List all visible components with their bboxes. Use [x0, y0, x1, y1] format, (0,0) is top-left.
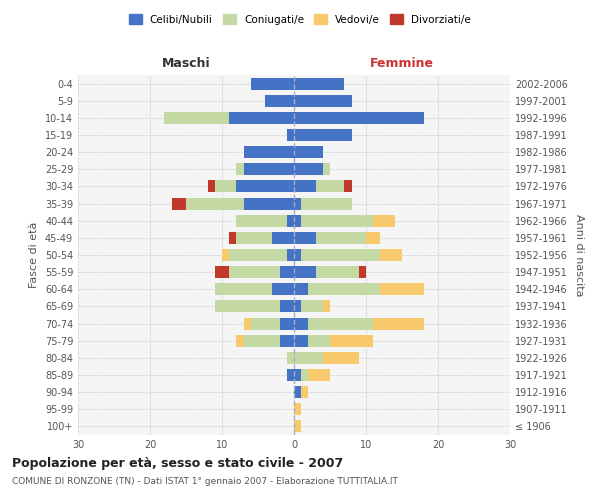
- Text: COMUNE DI RONZONE (TN) - Dati ISTAT 1° gennaio 2007 - Elaborazione TUTTITALIA.IT: COMUNE DI RONZONE (TN) - Dati ISTAT 1° g…: [12, 478, 398, 486]
- Bar: [229, 266, 280, 278]
- Bar: [323, 352, 359, 364]
- Bar: [373, 214, 395, 226]
- Bar: [301, 214, 373, 226]
- Bar: [308, 334, 330, 346]
- Bar: [294, 112, 424, 124]
- Bar: [316, 232, 366, 244]
- Bar: [294, 300, 301, 312]
- Bar: [215, 180, 236, 192]
- Bar: [301, 249, 380, 261]
- Text: Popolazione per età, sesso e stato civile - 2007: Popolazione per età, sesso e stato civil…: [12, 458, 343, 470]
- Bar: [323, 300, 330, 312]
- Bar: [330, 334, 373, 346]
- Bar: [236, 164, 244, 175]
- Bar: [294, 94, 352, 106]
- Bar: [280, 300, 294, 312]
- Bar: [236, 180, 294, 192]
- Y-axis label: Fasce di età: Fasce di età: [29, 222, 39, 288]
- Bar: [280, 266, 294, 278]
- Bar: [244, 146, 294, 158]
- Bar: [236, 334, 244, 346]
- Text: Maschi: Maschi: [161, 57, 211, 70]
- Bar: [308, 284, 380, 296]
- Bar: [272, 284, 294, 296]
- Bar: [272, 232, 294, 244]
- Bar: [229, 232, 236, 244]
- Bar: [215, 266, 229, 278]
- Bar: [380, 249, 402, 261]
- Bar: [294, 164, 323, 175]
- Bar: [287, 129, 294, 141]
- Bar: [215, 300, 280, 312]
- Bar: [215, 284, 272, 296]
- Bar: [366, 232, 380, 244]
- Bar: [280, 318, 294, 330]
- Bar: [301, 198, 352, 209]
- Bar: [236, 214, 287, 226]
- Text: Femmine: Femmine: [370, 57, 434, 70]
- Bar: [294, 180, 316, 192]
- Bar: [294, 78, 344, 90]
- Bar: [280, 334, 294, 346]
- Bar: [294, 146, 323, 158]
- Bar: [294, 420, 301, 432]
- Bar: [294, 198, 301, 209]
- Bar: [316, 266, 359, 278]
- Bar: [316, 180, 344, 192]
- Bar: [287, 249, 294, 261]
- Bar: [301, 386, 308, 398]
- Legend: Celibi/Nubili, Coniugati/e, Vedovi/e, Divorziati/e: Celibi/Nubili, Coniugati/e, Vedovi/e, Di…: [125, 10, 475, 29]
- Bar: [229, 112, 294, 124]
- Bar: [373, 318, 424, 330]
- Bar: [229, 249, 287, 261]
- Bar: [294, 266, 316, 278]
- Bar: [244, 334, 280, 346]
- Bar: [301, 300, 323, 312]
- Bar: [294, 284, 308, 296]
- Bar: [265, 94, 294, 106]
- Bar: [380, 284, 424, 296]
- Bar: [244, 318, 251, 330]
- Bar: [251, 318, 280, 330]
- Bar: [308, 318, 373, 330]
- Bar: [251, 78, 294, 90]
- Bar: [344, 180, 352, 192]
- Bar: [359, 266, 366, 278]
- Y-axis label: Anni di nascita: Anni di nascita: [574, 214, 584, 296]
- Bar: [294, 129, 352, 141]
- Bar: [186, 198, 244, 209]
- Bar: [294, 369, 301, 381]
- Bar: [287, 352, 294, 364]
- Bar: [236, 232, 272, 244]
- Bar: [294, 386, 301, 398]
- Bar: [294, 404, 301, 415]
- Bar: [244, 164, 294, 175]
- Bar: [208, 180, 215, 192]
- Bar: [172, 198, 186, 209]
- Bar: [287, 214, 294, 226]
- Bar: [294, 334, 308, 346]
- Bar: [244, 198, 294, 209]
- Bar: [294, 249, 301, 261]
- Bar: [222, 249, 229, 261]
- Bar: [294, 318, 308, 330]
- Bar: [294, 232, 316, 244]
- Bar: [301, 369, 308, 381]
- Bar: [287, 369, 294, 381]
- Bar: [294, 214, 301, 226]
- Bar: [294, 352, 323, 364]
- Bar: [164, 112, 229, 124]
- Bar: [308, 369, 330, 381]
- Bar: [323, 164, 330, 175]
